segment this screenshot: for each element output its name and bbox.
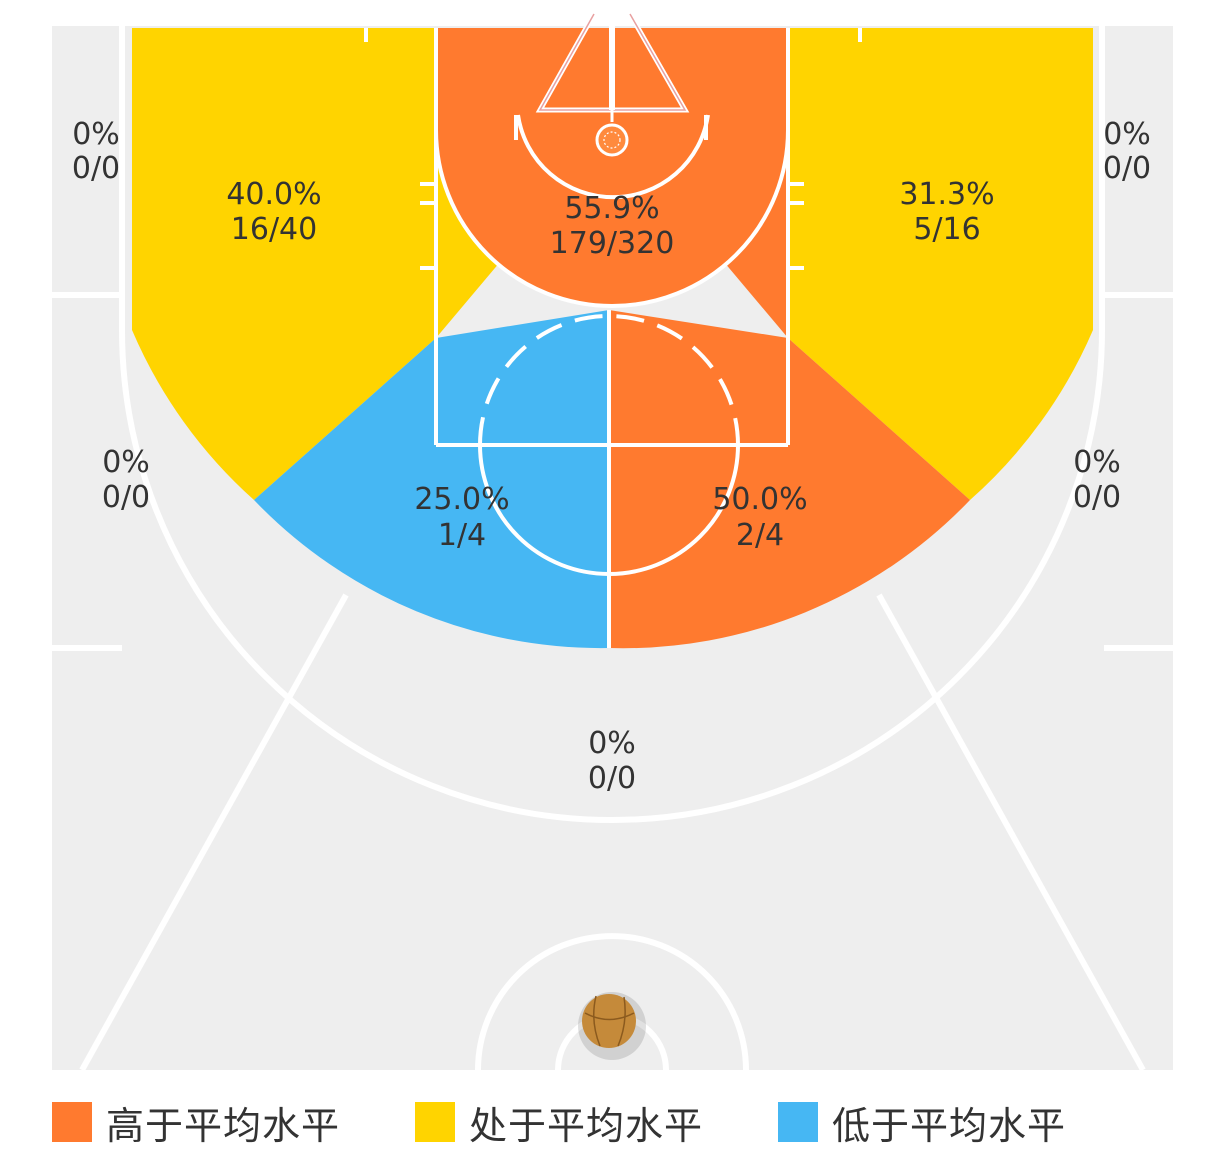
zone-labels: 0% 0/0 0% 0/0 40.0% 16/40 31.3% 5/16 55.…	[72, 117, 1151, 796]
shot-chart-court: 0% 0/0 0% 0/0 40.0% 16/40 31.3% 5/16 55.…	[52, 12, 1173, 1072]
court-lines	[52, 26, 1173, 1072]
zone-right-corner-pct: 0%	[1103, 117, 1151, 152]
legend-swatch-average	[415, 1102, 455, 1142]
zone-paint-pct: 55.9%	[564, 191, 659, 226]
legend: 高于平均水平 处于平均水平 低于平均水平	[52, 1098, 1182, 1148]
zone-right-baseline-attempts: 5/16	[913, 212, 980, 247]
zone-left-wing-three-attempts: 0/0	[102, 480, 150, 515]
zone-paint-attempts: 179/320	[550, 226, 675, 261]
zone-left-baseline	[132, 28, 436, 500]
legend-label-below: 低于平均水平	[832, 1103, 1067, 1148]
basketball-icon	[578, 992, 646, 1060]
legend-item-average: 处于平均水平	[415, 1098, 703, 1148]
legend-item-above: 高于平均水平	[52, 1098, 340, 1148]
zone-left-elbow-attempts: 1/4	[438, 518, 486, 553]
zone-left-corner-attempts: 0/0	[72, 151, 120, 186]
legend-label-above: 高于平均水平	[106, 1103, 341, 1148]
zone-left-elbow-pct: 25.0%	[414, 482, 509, 517]
zone-top-three-pct: 0%	[588, 726, 636, 761]
zone-left-elbow	[254, 310, 609, 649]
zone-right-corner-attempts: 0/0	[1103, 151, 1151, 186]
zone-paint	[436, 28, 788, 306]
basket-hoop-icon	[535, 12, 690, 157]
zone-left-corner-pct: 0%	[72, 117, 120, 152]
zone-left-wing-three-pct: 0%	[102, 445, 150, 480]
zone-top-three-attempts: 0/0	[588, 761, 636, 796]
legend-swatch-above	[52, 1102, 92, 1142]
zone-left-baseline-attempts: 16/40	[231, 212, 317, 247]
paint-lines	[364, 28, 862, 648]
zone-right-elbow-attempts: 2/4	[736, 518, 784, 553]
legend-item-below: 低于平均水平	[778, 1098, 1066, 1148]
zone-right-baseline	[788, 28, 1093, 500]
legend-label-average: 处于平均水平	[469, 1103, 704, 1148]
legend-swatch-below	[778, 1102, 818, 1142]
zone-right-wing-three-attempts: 0/0	[1073, 480, 1121, 515]
zone-left-baseline-pct: 40.0%	[226, 177, 321, 212]
zone-right-elbow	[609, 310, 970, 649]
zone-right-baseline-pct: 31.3%	[899, 177, 994, 212]
zone-right-elbow-pct: 50.0%	[712, 482, 807, 517]
zone-right-wing-three-pct: 0%	[1073, 445, 1121, 480]
